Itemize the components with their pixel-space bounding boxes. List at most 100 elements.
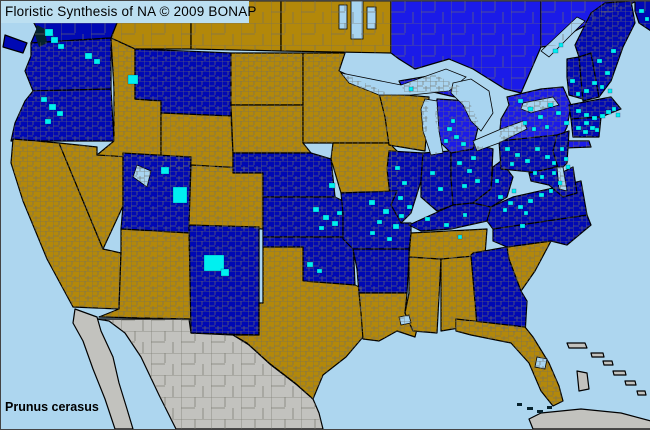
- county-record: [604, 70, 611, 76]
- region-ok-subdivisions: [263, 237, 355, 285]
- region-mo-subdivisions: [341, 191, 411, 249]
- region-bahamas: Bahamas: [590, 352, 605, 358]
- region-florida-keys: Florida Keys: [537, 410, 543, 413]
- county-record: [583, 88, 590, 94]
- county-record: [591, 115, 598, 121]
- county-record: [494, 178, 500, 184]
- region-wa-subdivisions: [25, 38, 111, 91]
- county-record: [316, 268, 323, 274]
- county-record: [50, 36, 59, 44]
- county-record: [527, 106, 534, 112]
- county-record: [615, 112, 621, 118]
- region-tx-subdivisions: [233, 247, 363, 399]
- county-record: [392, 223, 400, 230]
- county-record: [382, 208, 390, 215]
- region-florida-keys: Florida Keys: [547, 406, 552, 409]
- county-record: [457, 234, 463, 240]
- region-nv-subdivisions: [59, 143, 123, 249]
- region-id-subdivisions: [97, 38, 161, 159]
- county-record: [443, 222, 450, 228]
- region-tn-subdivisions: [409, 229, 487, 259]
- county-record: [551, 170, 557, 176]
- region-sc-subdivisions: [507, 241, 551, 291]
- county-record: [532, 170, 538, 176]
- region-md-subdivisions: [529, 167, 577, 197]
- region-al-subdivisions: [441, 255, 477, 331]
- county-record: [318, 225, 325, 231]
- region-ks-subdivisions: [263, 197, 343, 237]
- county-record: [514, 152, 521, 158]
- county-record: [507, 200, 514, 206]
- county-record: [569, 78, 576, 84]
- county-record: [322, 214, 330, 221]
- county-record: [599, 84, 605, 90]
- county-record: [548, 188, 554, 194]
- county-record: [461, 183, 468, 189]
- region-me-subdivisions: [575, 1, 635, 97]
- region-az-subdivisions: [99, 229, 191, 319]
- county-record: [547, 102, 554, 108]
- county-record: [474, 178, 481, 184]
- region-on-subdivisions: [391, 1, 541, 93]
- region-mn-subdivisions: [303, 53, 389, 143]
- county-record: [509, 161, 515, 167]
- county-record: [544, 154, 551, 160]
- region-wi-subdivisions: [379, 93, 429, 151]
- county-record: [160, 166, 170, 175]
- region-nm-subdivisions: [189, 225, 259, 335]
- county-record: [466, 168, 473, 174]
- county-record: [44, 28, 54, 37]
- region-sd-subdivisions: [231, 105, 311, 153]
- county-record: [502, 207, 508, 213]
- county-record: [610, 48, 617, 54]
- region-nc-subdivisions: [493, 215, 591, 247]
- region-ne-subdivisions: [233, 153, 335, 197]
- region-mt-subdivisions: [135, 49, 231, 116]
- region-nb-subdivisions: [635, 1, 650, 31]
- county-record: [607, 88, 613, 94]
- region-cuba: Cuba: [528, 408, 650, 429]
- map-title: Floristic Synthesis of NA © 2009 BONAP: [5, 4, 257, 19]
- county-record: [376, 219, 383, 225]
- county-record: [555, 110, 562, 116]
- county-record: [443, 138, 449, 144]
- subdivision-lines: [11, 1, 650, 429]
- region-mexico-subdivisions: [97, 319, 323, 429]
- county-record: [527, 198, 534, 204]
- county-record: [497, 194, 504, 200]
- county-record: [524, 158, 531, 164]
- county-record: [453, 134, 460, 140]
- region-ky-subdivisions: [409, 203, 491, 231]
- county-record: [408, 86, 414, 92]
- county-record: [517, 204, 524, 210]
- region-bahamas: Bahamas: [576, 370, 590, 392]
- county-record: [575, 91, 581, 97]
- county-record: [517, 98, 524, 104]
- county-record: [446, 126, 453, 132]
- county-record: [394, 165, 401, 171]
- region-ca-subdivisions: [11, 139, 121, 309]
- region-mb-subdivisions: [281, 1, 391, 53]
- region-baja: Baja California: [72, 308, 134, 429]
- county-record: [537, 114, 544, 120]
- county-record: [84, 52, 93, 60]
- region-co-subdivisions: [189, 165, 263, 229]
- county-record: [544, 124, 550, 130]
- region-vancouver-island: Vancouver Island: [2, 34, 28, 54]
- county-record: [531, 126, 537, 132]
- county-record: [511, 188, 517, 194]
- county-record: [589, 125, 596, 131]
- county-record: [328, 182, 336, 189]
- county-record: [539, 174, 545, 180]
- region-la-subdivisions: [359, 293, 419, 341]
- county-record: [398, 213, 405, 219]
- county-record: [369, 230, 376, 236]
- county-record: [563, 156, 569, 162]
- county-record: [48, 103, 57, 111]
- region-vt-subdivisions: [567, 57, 583, 99]
- title-label-background: [1, 1, 249, 23]
- county-record: [644, 16, 650, 22]
- county-record: [331, 220, 339, 227]
